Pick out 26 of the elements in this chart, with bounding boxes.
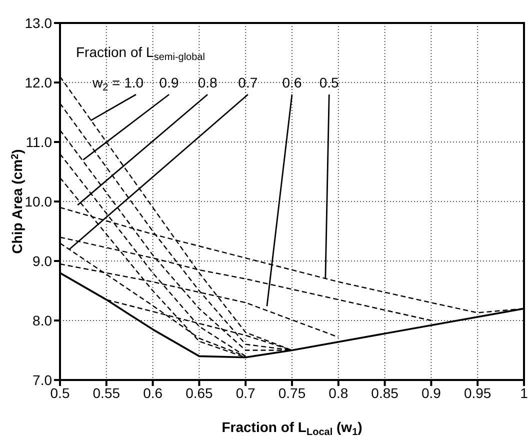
y-tick-label: 9.0 <box>32 252 52 269</box>
annotation: 0.8 <box>198 74 218 90</box>
x-tick-label: 0.5 <box>50 384 70 401</box>
x-tick-label: 0.95 <box>464 384 492 401</box>
x-tick-label: 1 <box>520 384 528 401</box>
x-tick-label: 0.65 <box>186 384 214 401</box>
annotation: 0.9 <box>159 74 179 90</box>
y-tick-label: 10.0 <box>24 193 52 210</box>
y-tick-label: 13.0 <box>24 14 52 31</box>
annotation: Fraction of L$_{semi-global}$ <box>76 44 205 62</box>
y-tick-label: 8.0 <box>32 312 52 328</box>
x-tick-label: 0.85 <box>371 384 399 401</box>
y-tick-label: 11.0 <box>26 134 52 150</box>
annotation: 0.5 <box>319 74 340 90</box>
x-tick-label: 0.6 <box>143 384 163 401</box>
x-tick-label: 0.55 <box>92 384 120 401</box>
x-tick-label: 0.7 <box>236 384 256 401</box>
y-tick-label: 7.0 <box>32 372 52 388</box>
annotation: 0.6 <box>282 74 302 90</box>
x-tick-label: 0.9 <box>421 384 442 401</box>
annotation: w$_{2}$ = 1.0 <box>91 74 144 93</box>
x-tick-label: 0.8 <box>328 384 348 401</box>
x-axis-title: Fraction of L$_{Local}$ (w$_{1}$) <box>222 419 362 438</box>
x-tick-label: 0.75 <box>278 384 306 401</box>
y-tick-label: 12.0 <box>24 74 52 90</box>
annotation: 0.7 <box>238 74 258 90</box>
